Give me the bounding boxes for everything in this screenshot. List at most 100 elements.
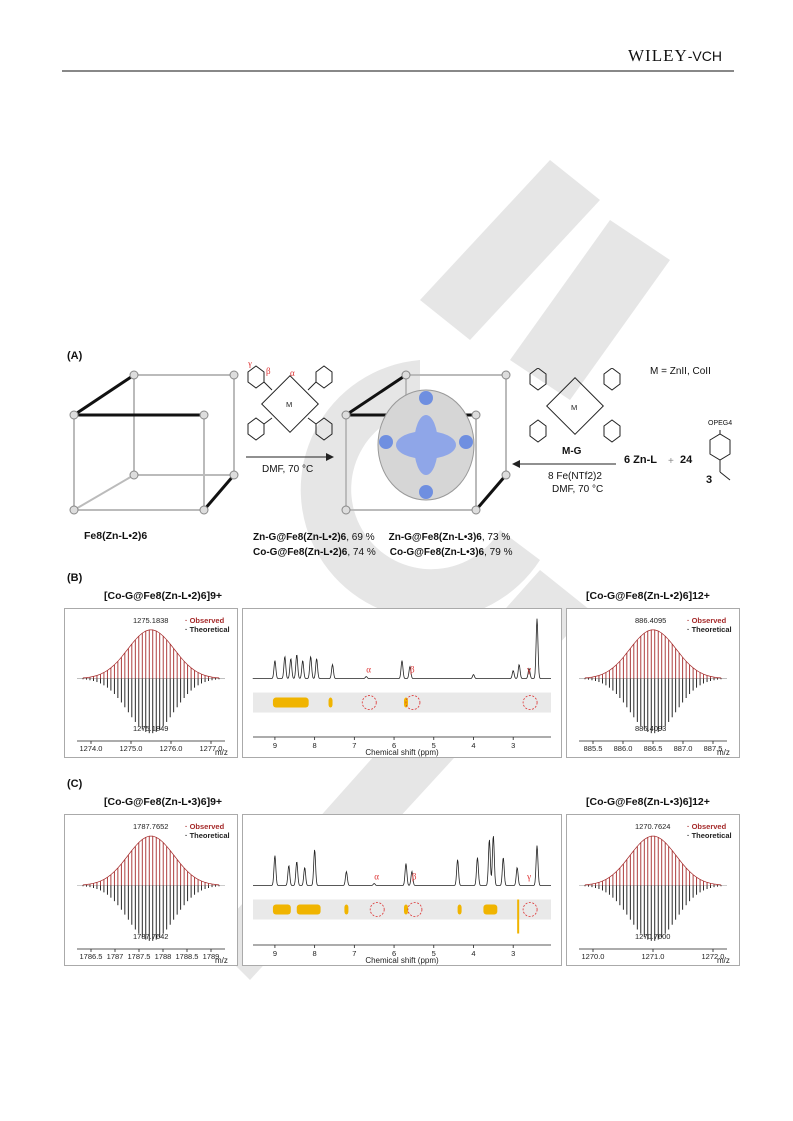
dosy-highlight-circle [405, 695, 421, 710]
observed-peak-value: 886.4095 [635, 616, 666, 625]
arrow-left [512, 460, 616, 468]
ms-b-right-spectrum: 886.4095 886.4093 · Observed· Theoretical 8… [566, 608, 740, 758]
theoretical-peak-value: 1787.7642 [133, 932, 168, 941]
ms-tick-label: 1275.0 [120, 744, 143, 753]
ms-b-right-title: [Co-G@Fe8(Zn-L•2)6]12+ [586, 590, 710, 602]
observed-peak-value: 1270.7624 [635, 822, 670, 831]
ms-b-left-title: [Co-G@Fe8(Zn-L•2)6]9+ [104, 590, 223, 602]
ms-b-left-spectrum: 1275.1838 1275.1849 · Observed· Theoretica… [64, 608, 238, 758]
dosy-signal [517, 899, 520, 934]
dosy-signal [344, 904, 349, 915]
nmr-tick-label: 9 [273, 741, 277, 750]
arrow-right [246, 453, 334, 461]
nmr-alpha-label: α [374, 872, 379, 882]
ms-c-right-spectrum: 1270.7624 1270.7600 · Observed· Theoretica… [566, 814, 740, 966]
guest-space-filling-model [377, 389, 475, 501]
dosy-signal [272, 697, 309, 708]
observed-peak-value: 1787.7652 [133, 822, 168, 831]
dosy-strip [253, 692, 551, 713]
nmr-tick-label: 5 [432, 741, 436, 750]
theoretical-peak-value: 886.4093 [635, 724, 666, 733]
reagent-count: 24 [680, 454, 693, 466]
ms-tick-label: 885.5 [584, 744, 603, 753]
legend-observed: · Observed [185, 616, 225, 625]
nmr-beta-label: β [410, 665, 415, 675]
observed-peak-value: 1275.1838 [133, 616, 168, 625]
nmr-tick-label: 7 [352, 741, 356, 750]
arrow2-line1: 8 Fe(NTf2)2 [548, 471, 602, 482]
legend-observed: · Observed [687, 822, 727, 831]
observed-envelope [584, 629, 722, 679]
guest-label: M-G [562, 446, 582, 457]
yield-item: Co-G@Fe8(Zn-L•3)6, 79 % [389, 547, 513, 558]
ms-c-left-spectrum: 1787.7652 1787.7642 · Observed· Theoretica… [64, 814, 238, 966]
reagent-substituent: OPEG4 [708, 420, 733, 427]
ms-tick-label: 1276.0 [160, 744, 183, 753]
dosy-signal [296, 904, 321, 915]
ms-c-right-title: [Co-G@Fe8(Zn-L•3)6]12+ [586, 796, 710, 808]
nmr-axis-label: Chemical shift (ppm) [365, 748, 439, 757]
ms-tick-label: 1788.5 [176, 952, 199, 961]
ms-tick-label: 1272.0 [702, 952, 725, 961]
ms-c-left-title: [Co-G@Fe8(Zn-L•3)6]9+ [104, 796, 223, 808]
nmr-c-spectrum: α β γ 9 8 7 6 5 4 3 Chemical shift (ppm) [242, 814, 562, 966]
ms-tick-label: 1277.0 [200, 744, 223, 753]
publisher-logo: WILEY-VCH [628, 46, 722, 66]
dosy-highlight-circle [522, 902, 538, 917]
ms-tick-label: 1787.5 [128, 952, 151, 961]
nmr-tick-label: 8 [313, 949, 317, 958]
publisher-suffix: -VCH [687, 48, 722, 64]
legend-observed: · Observed [185, 822, 225, 831]
nmr-tick-label: 9 [273, 949, 277, 958]
ms-tick-label: 887.0 [674, 744, 693, 753]
yield-item: Co-G@Fe8(Zn-L•2)6, 74 % [253, 547, 376, 558]
dosy-strip [253, 899, 551, 920]
nmr-tick-label: 3 [511, 949, 515, 958]
panel-c-label: (C) [67, 778, 83, 790]
nmr-axis-label: Chemical shift (ppm) [365, 956, 439, 965]
nmr-tick-label: 3 [511, 741, 515, 750]
nmr-beta-label: β [412, 872, 417, 882]
nmr-tick-label: 4 [471, 741, 475, 750]
reagent-number: 3 [706, 474, 713, 486]
yield-item: Zn-G@Fe8(Zn-L•2)6, 69 % [253, 532, 375, 543]
dosy-highlight-circle [522, 695, 538, 710]
nmr-tick-label: 5 [432, 949, 436, 958]
theoretical-peak-value: 1275.1849 [133, 724, 168, 733]
nmr-b-spectrum: α β γ 9 8 7 6 5 4 3 Chemical shift (ppm) [242, 608, 562, 758]
panel-a-label: (A) [67, 350, 83, 362]
plus-sign: + [668, 456, 674, 467]
legend-theoretical: · Theoretical [687, 831, 732, 840]
nmr-tick-label: 7 [352, 949, 356, 958]
nmr-tick-label: 6 [392, 949, 396, 958]
nmr-trace [253, 836, 551, 886]
dosy-signal [483, 904, 498, 915]
yield-item: Zn-G@Fe8(Zn-L•3)6, 73 % [388, 532, 511, 543]
dosy-signal [403, 904, 408, 915]
gamma-label: γ [247, 362, 252, 368]
legend-theoretical: · Theoretical [687, 625, 732, 634]
nmr-gamma-label: γ [526, 665, 531, 675]
ms-tick-label: 1789 [203, 952, 220, 961]
nmr-tick-label: 8 [313, 741, 317, 750]
dosy-highlight-circle [369, 902, 385, 917]
nmr-tick-label: 6 [392, 741, 396, 750]
dosy-highlight-circle [361, 695, 377, 710]
observed-envelope [82, 629, 220, 679]
legend-observed: · Observed [687, 616, 727, 625]
dosy-highlight-circle [407, 902, 423, 917]
ms-tick-label: 1788 [155, 952, 172, 961]
reagent-zn-l: 6 Zn-L [624, 454, 657, 466]
ms-axis-label: m/z [717, 748, 730, 757]
legend-theoretical: · Theoretical [185, 625, 230, 634]
publisher-main: WILEY [628, 46, 688, 65]
nmr-gamma-label: γ [526, 872, 531, 882]
nmr-trace [252, 618, 551, 680]
ms-tick-label: 886.5 [644, 744, 663, 753]
dosy-signal [328, 697, 333, 708]
porphyrin-ligand-structure: M γ β α [247, 362, 333, 441]
host-guest-cage-diagram [341, 370, 511, 515]
ms-axis-label: m/z [215, 748, 228, 757]
ms-tick-label: 1786.5 [80, 952, 103, 961]
observed-envelope [82, 835, 220, 886]
